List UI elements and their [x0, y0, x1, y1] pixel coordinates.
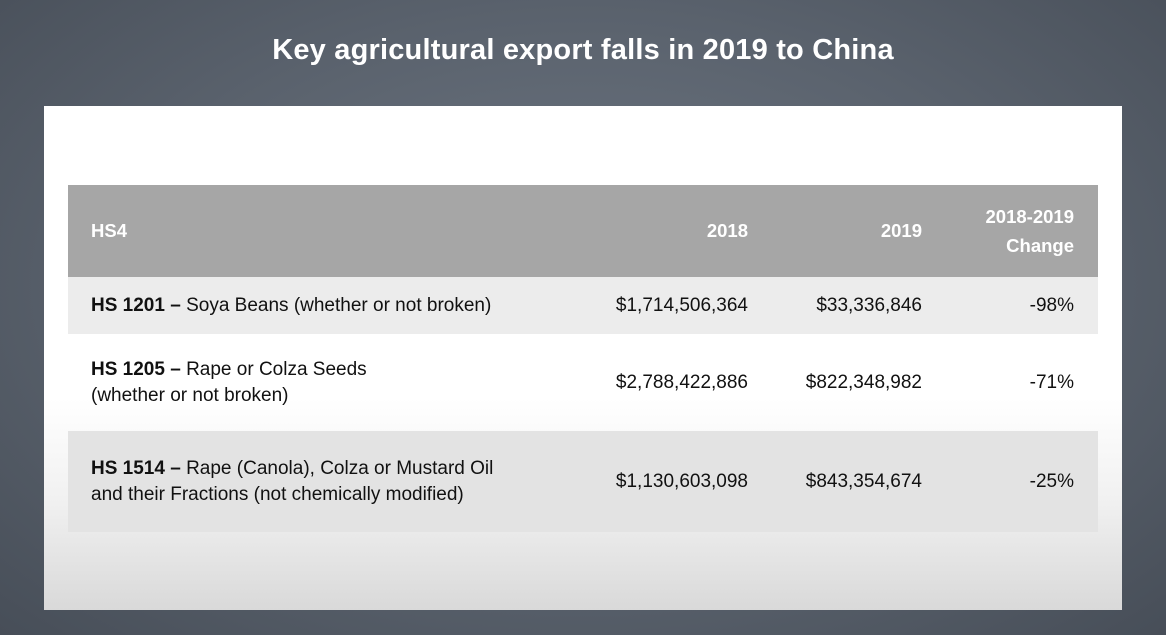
- hs-code: HS 1201 –: [91, 294, 181, 316]
- header-change-line1: 2018-2019: [985, 206, 1074, 227]
- description-line1: Rape or Colza Seeds: [180, 358, 367, 380]
- value-2019: $33,336,846: [816, 294, 922, 316]
- row-description: HS 1205 – Rape or Colza Seeds (whether o…: [68, 357, 548, 409]
- value-2018: $1,714,506,364: [615, 294, 748, 316]
- header-2019: 2019: [880, 220, 922, 241]
- table-row: HS 1514 – Rape (Canola), Colza or Mustar…: [68, 431, 1098, 532]
- row-description: HS 1514 – Rape (Canola), Colza or Mustar…: [68, 456, 548, 508]
- header-hs4: HS4: [91, 220, 127, 241]
- value-change: -98%: [1029, 295, 1074, 316]
- description-line2: and their Fractions (not chemically modi…: [91, 483, 464, 505]
- table-row: HS 1201 – Soya Beans (whether or not bro…: [68, 277, 1098, 334]
- hs-code: HS 1514 –: [91, 457, 181, 479]
- description-line2: (whether or not broken): [91, 384, 289, 406]
- value-2019: $822,348,982: [805, 371, 922, 393]
- value-change: -71%: [1029, 372, 1074, 393]
- description-line1: Soya Beans (whether or not broken): [180, 294, 492, 316]
- row-description: HS 1201 – Soya Beans (whether or not bro…: [68, 293, 548, 319]
- value-2018: $2,788,422,886: [615, 371, 748, 393]
- table-row: HS 1205 – Rape or Colza Seeds (whether o…: [68, 334, 1098, 431]
- header-change-line2: Change: [1006, 235, 1074, 256]
- value-2019: $843,354,674: [805, 470, 922, 492]
- hs-code: HS 1205 –: [91, 358, 181, 380]
- description-line1: Rape (Canola), Colza or Mustard Oil: [180, 457, 494, 479]
- header-change: 2018-2019 Change: [922, 202, 1074, 260]
- header-2018: 2018: [706, 220, 748, 241]
- content-panel: HS4 2018 2019 2018-2019 Change HS 1201 –…: [44, 106, 1122, 610]
- value-change: -25%: [1029, 471, 1074, 492]
- table-header-row: HS4 2018 2019 2018-2019 Change: [68, 185, 1098, 277]
- slide-title: Key agricultural export falls in 2019 to…: [272, 34, 894, 66]
- value-2018: $1,130,603,098: [615, 470, 748, 492]
- export-table: HS4 2018 2019 2018-2019 Change HS 1201 –…: [68, 185, 1098, 532]
